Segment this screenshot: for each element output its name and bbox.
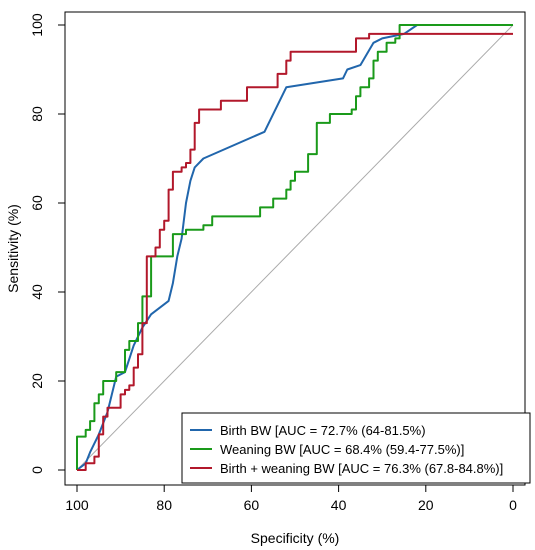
series-layer (76, 24, 513, 471)
legend: Birth BW [AUC = 72.7% (64-81.5%) Weaning … (181, 412, 531, 484)
series-line-1 (76, 24, 513, 471)
series-line-3 (77, 32, 513, 471)
legend-box (181, 412, 531, 484)
x-tick-label: 100 (65, 497, 89, 513)
y-tick-label: 0 (29, 466, 45, 474)
x-tick-label: 40 (331, 497, 347, 513)
legend-label-3: Birth + weaning BW [AUC = 76.3% (67.8-84… (220, 461, 503, 476)
x-tick-label: 80 (156, 497, 172, 513)
series-line-2 (76, 24, 513, 470)
y-tick-label: 80 (29, 106, 45, 122)
y-tick-label: 100 (29, 13, 45, 37)
x-tick-label: 20 (418, 497, 434, 513)
y-tick-label: 20 (29, 373, 45, 389)
reference-diagonal (76, 24, 514, 471)
x-tick-label: 60 (244, 497, 260, 513)
y-axis-label: Sensitivity (%) (5, 204, 21, 293)
y-tick-label: 40 (29, 284, 45, 300)
legend-label-2: Weaning BW [AUC = 68.4% (59.4-77.5%)] (220, 442, 464, 457)
x-axis: 100 80 60 40 20 0 (65, 484, 517, 513)
x-axis-label: Specificity (%) (251, 530, 340, 546)
legend-label-1: Birth BW [AUC = 72.7% (64-81.5%) (220, 423, 426, 438)
y-axis: 0 20 40 60 80 100 (29, 13, 66, 474)
y-tick-label: 60 (29, 195, 45, 211)
x-tick-label: 0 (509, 497, 517, 513)
